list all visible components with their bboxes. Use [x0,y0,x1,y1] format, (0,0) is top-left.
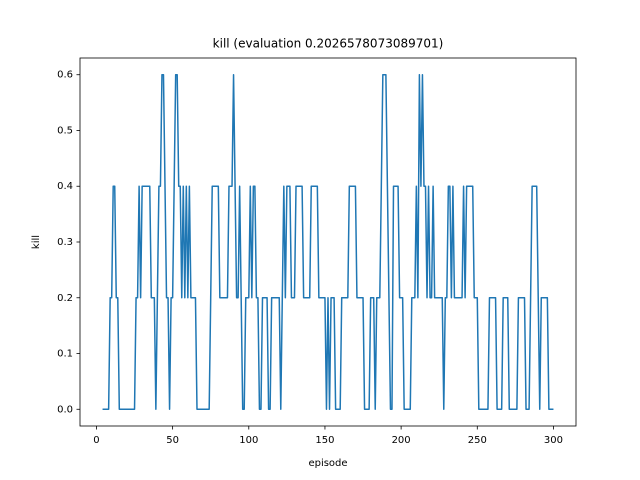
y-tick-label: 0.1 [57,349,73,360]
x-tick-label: 50 [166,435,179,446]
x-axis-label: episode [308,458,347,469]
data-line [102,73,554,411]
plot-frame [79,57,577,427]
x-tick-label: 150 [315,435,334,446]
y-tick-label: 0.3 [57,237,73,248]
y-tick-label: 0.2 [57,293,73,304]
y-tick-label: 0.0 [57,404,73,415]
x-tick-label: 200 [392,435,411,446]
x-tick-label: 250 [468,435,487,446]
x-tick-label: 0 [93,435,99,446]
y-tick-label: 0.4 [57,181,73,192]
x-tick-label: 300 [544,435,563,446]
x-tick-label: 100 [239,435,258,446]
y-axis-label: kill [31,235,42,249]
y-tick-label: 0.6 [57,70,73,81]
chart-title: kill (evaluation 0.2026578073089701) [213,37,444,51]
y-tick-label: 0.5 [57,125,73,136]
